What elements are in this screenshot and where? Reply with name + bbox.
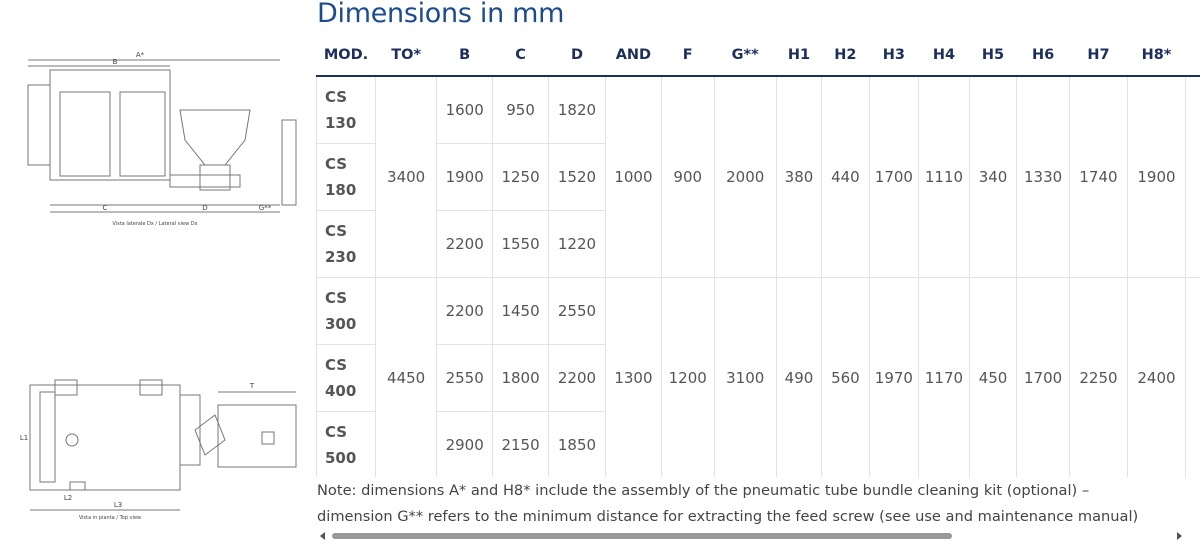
column-header: TO* — [375, 35, 437, 77]
cell: 4450 — [375, 277, 438, 477]
cell: 1450 — [492, 277, 550, 345]
column-header: H6 — [1016, 35, 1070, 77]
cell: 1000 — [604, 75, 662, 278]
cell: 2000 — [713, 75, 777, 278]
cell: 1850 — [548, 411, 606, 477]
cell: 1820 — [548, 75, 606, 144]
column-header: H5 — [969, 35, 1017, 77]
table-row: CS 400 2550 1800 2200 — [316, 344, 1200, 412]
cell: 1600 — [436, 75, 494, 144]
drawing-label: A* — [136, 51, 145, 59]
column-header: H7 — [1069, 35, 1128, 77]
column-header: MOD. — [316, 35, 376, 77]
drawing-label: L1 — [20, 434, 28, 442]
cell: 380 — [775, 75, 823, 278]
cell: 3400 — [375, 75, 438, 278]
cell: 440 — [821, 75, 870, 278]
cell: 1900 — [1126, 75, 1186, 278]
cell: 2200 — [436, 210, 494, 278]
column-header: G** — [714, 35, 777, 77]
drawing-caption: Vista laterale Dx / Lateral view Dx — [112, 221, 197, 227]
column-header: C — [492, 35, 549, 77]
cell: 1800 — [492, 344, 550, 412]
column-header: H3 — [869, 35, 919, 77]
drawing-label: C — [103, 204, 108, 212]
cell: 1250 — [492, 143, 550, 211]
cell: 340 — [968, 75, 1018, 278]
drawing-label: T — [249, 382, 255, 390]
cell: 1200 — [660, 277, 715, 477]
cell: 1270 — [1184, 277, 1200, 477]
cell: 1550 — [492, 210, 550, 278]
scrollbar[interactable] — [318, 529, 1184, 543]
cell: 1700 — [868, 75, 920, 278]
model-cell: CS 230 — [316, 210, 377, 278]
cell: 2900 — [436, 411, 494, 477]
cell: 3100 — [713, 277, 777, 477]
cell: 2550 — [548, 277, 606, 345]
column-header: B — [436, 35, 493, 77]
note: Note: dimensions A* and H8* include the … — [317, 482, 1139, 525]
cell: 490 — [775, 277, 823, 477]
column-header: AND — [605, 35, 662, 77]
cell: 950 — [492, 75, 550, 144]
cell: 2200 — [548, 344, 606, 412]
drawing-label: D — [202, 204, 207, 212]
cell: 950 — [1184, 75, 1200, 278]
cell: 1300 — [604, 277, 662, 477]
table-row: CS 500 2900 2150 1850 — [316, 411, 1200, 477]
drawing-label: L2 — [64, 494, 72, 502]
cell: 1220 — [548, 210, 606, 278]
cell: 1170 — [918, 277, 970, 477]
model-cell: CS 500 — [316, 411, 377, 477]
cell: 2550 — [436, 344, 494, 412]
column-header: H8* — [1127, 35, 1186, 77]
cell: 900 — [660, 75, 715, 278]
cell: 1110 — [918, 75, 970, 278]
column-header: H4 — [918, 35, 970, 77]
cell: 1520 — [548, 143, 606, 211]
column-header: F — [661, 35, 715, 77]
table-row: CS 180 1900 1250 1520 — [316, 143, 1200, 211]
model-cell: CS 400 — [316, 344, 377, 412]
table-row: CS 130 3400 1600 950 1820 1000 900 2000 380 440 17… — [316, 75, 1200, 278]
drawings: A* B C D G** Vista laterale Dx / Lateral… — [20, 51, 297, 521]
cell: 2250 — [1068, 277, 1128, 477]
column-header: H1 — [776, 35, 822, 77]
drawing-label: L3 — [114, 501, 122, 509]
model-cell: CS 130 — [316, 75, 377, 144]
column-header: H2 — [821, 35, 870, 77]
table-row: CS 300 4450 2200 1450 2550 1300 1200 3100 490 560… — [316, 277, 1200, 477]
title: Dimensions in mm — [317, 0, 565, 29]
cell: 560 — [821, 277, 870, 477]
column-header: THE — [1185, 35, 1200, 77]
cell: 2200 — [436, 277, 494, 345]
cell: 1700 — [1016, 277, 1070, 477]
cell: 1900 — [436, 143, 494, 211]
cell: 1970 — [868, 277, 920, 477]
drawing-caption: Vista in pianta / Top view — [79, 515, 141, 521]
drawing-label: G** — [259, 204, 272, 212]
cell: 1740 — [1068, 75, 1128, 278]
cell: 450 — [968, 277, 1018, 477]
table-row: CS 230 2200 1550 1220 — [316, 210, 1200, 278]
cell: 1330 — [1016, 75, 1070, 278]
drawing-label: B — [113, 58, 118, 66]
cell: 2150 — [492, 411, 550, 477]
column-header: D — [548, 35, 606, 77]
model-cell: CS 180 — [316, 143, 377, 211]
model-cell: CS 300 — [316, 277, 377, 345]
cell: 2400 — [1126, 277, 1186, 477]
